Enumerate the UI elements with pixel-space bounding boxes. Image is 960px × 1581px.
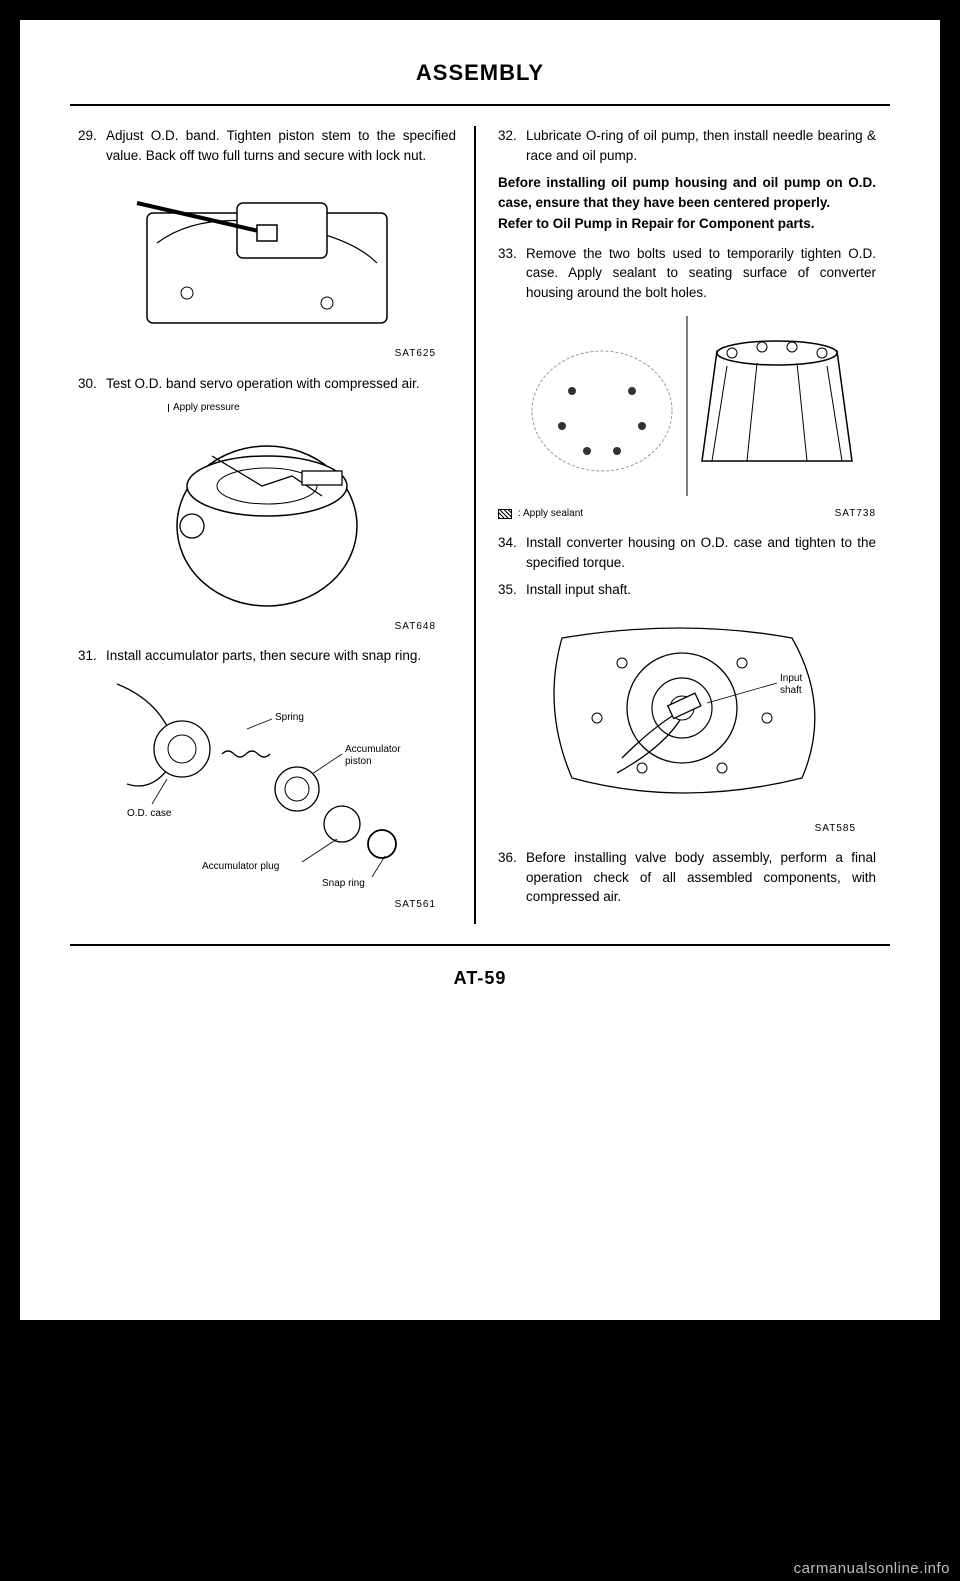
step-29: 29. Adjust O.D. band. Tighten piston ste… [78,126,456,165]
figure-sat738: : Apply sealant SAT738 [498,311,876,522]
page: ASSEMBLY 29. Adjust O.D. band. Tighten p… [20,20,940,1320]
step-number: 33. [498,244,526,303]
step-33: 33. Remove the two bolts used to tempora… [498,244,876,303]
figure-id: SAT585 [498,822,876,837]
step-text: Remove the two bolts used to temporarily… [526,244,876,303]
step-31: 31. Install accumulator parts, then secu… [78,646,456,666]
accum-piston-label: Accumulator [345,744,401,755]
step-number: 32. [498,126,526,165]
two-column-layout: 29. Adjust O.D. band. Tighten piston ste… [70,126,890,924]
step-text: Lubricate O-ring of oil pump, then insta… [526,126,876,165]
step-number: 31. [78,646,106,666]
apply-pressure-label: Apply pressure [78,401,456,416]
figure-legend: : Apply sealant SAT738 [498,507,876,522]
wrench-on-housing-illustration [117,173,417,343]
step-32: 32. Lubricate O-ring of oil pump, then i… [498,126,876,165]
figure-id: SAT738 [835,507,876,522]
watermark: carmanualsonline.info [794,1560,950,1577]
figure-id: SAT561 [78,898,456,913]
sealant-legend-text: : Apply sealant [518,507,583,522]
left-column: 29. Adjust O.D. band. Tighten piston ste… [70,126,476,924]
figure-sat648: Apply pressure SAT648 [78,401,456,634]
page-title: ASSEMBLY [70,60,890,86]
step-number: 34. [498,533,526,572]
figure-id: SAT648 [78,620,456,635]
bottom-rule [70,944,890,946]
od-case-label: O.D. case [127,808,172,819]
input-shaft-label: Input [780,673,802,684]
note-centered: Before installing oil pump housing and o… [498,173,876,212]
step-number: 35. [498,580,526,600]
step-34: 34. Install converter housing on O.D. ca… [498,533,876,572]
servo-air-test-illustration [152,416,382,616]
step-number: 36. [498,848,526,907]
step-text: Before installing valve body assembly, p… [526,848,876,907]
step-text: Install input shaft. [526,580,876,600]
step-30: 30. Test O.D. band servo operation with … [78,374,456,394]
top-rule [70,104,890,106]
accum-plug-label: Accumulator plug [202,861,279,872]
step-35: 35. Install input shaft. [498,580,876,600]
step-number: 30. [78,374,106,394]
step-text: Adjust O.D. band. Tighten piston stem to… [106,126,456,165]
figure-id: SAT625 [78,347,456,362]
step-text: Install converter housing on O.D. case a… [526,533,876,572]
converter-housing-sealant-illustration [517,311,857,501]
svg-text:shaft: shaft [780,685,802,696]
svg-text:piston: piston [345,756,372,767]
figure-sat561: Spring Accumulator piston O.D. case Accu… [78,674,456,913]
snap-ring-label: Snap ring [322,878,365,889]
right-column: 32. Lubricate O-ring of oil pump, then i… [476,126,890,924]
note-refer-oil-pump: Refer to Oil Pump in Repair for Componen… [498,214,876,234]
input-shaft-install-illustration: Input shaft [522,608,852,818]
figure-sat625: SAT625 [78,173,456,362]
spring-label: Spring [275,712,304,723]
step-number: 29. [78,126,106,165]
sealant-legend-icon [498,509,512,519]
figure-sat585: Input shaft SAT585 [498,608,876,837]
step-36: 36. Before installing valve body assembl… [498,848,876,907]
step-text: Test O.D. band servo operation with comp… [106,374,456,394]
page-number: AT-59 [70,968,890,989]
accumulator-exploded-illustration: Spring Accumulator piston O.D. case Accu… [107,674,427,894]
step-text: Install accumulator parts, then secure w… [106,646,456,666]
